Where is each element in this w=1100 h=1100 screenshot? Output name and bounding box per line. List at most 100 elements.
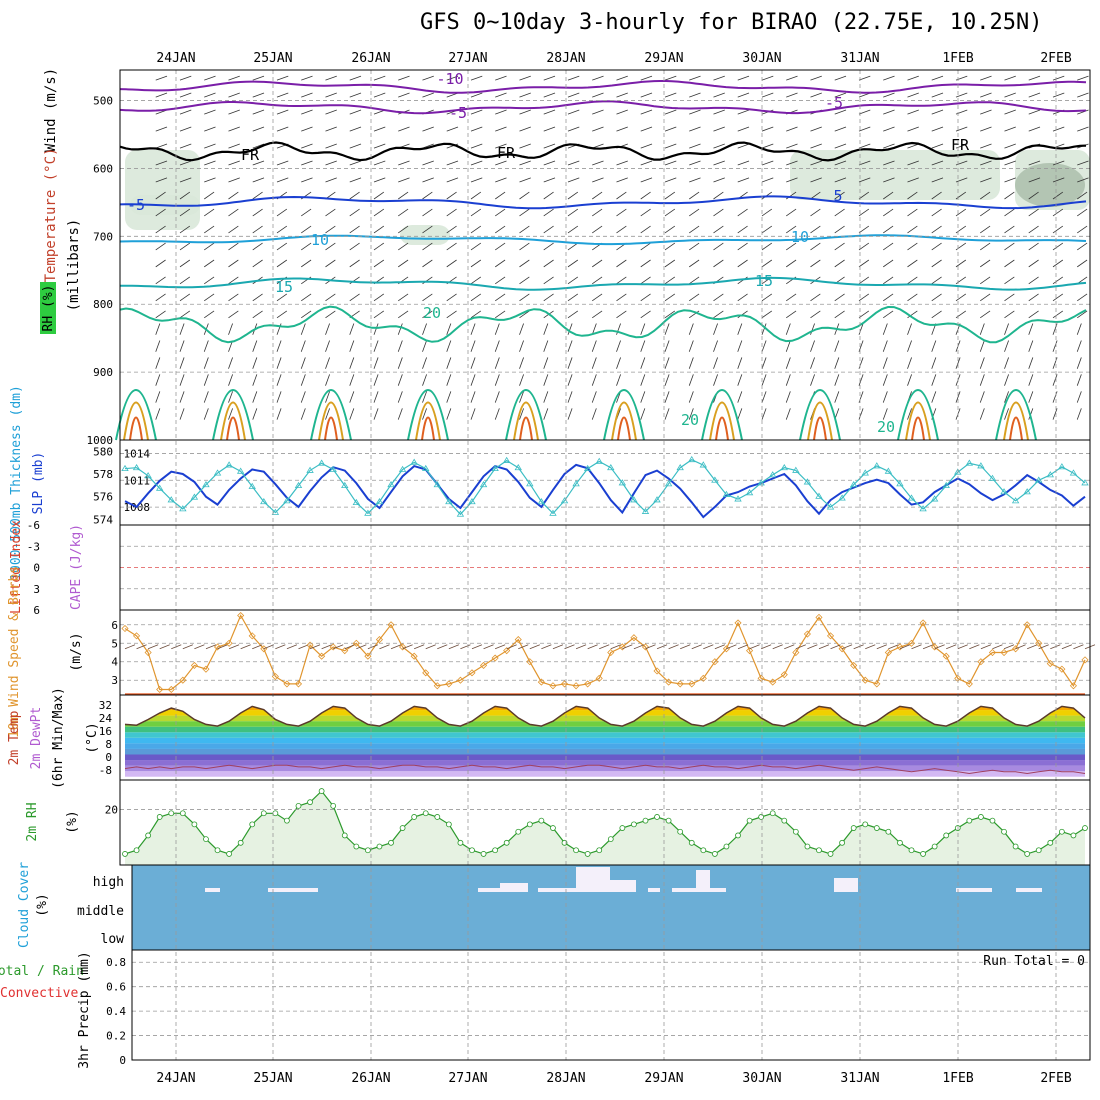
wind-speed-point bbox=[792, 648, 800, 657]
rh-point bbox=[376, 843, 383, 850]
wind-barb bbox=[591, 357, 597, 369]
wind-barb bbox=[179, 191, 191, 200]
slp-point bbox=[236, 467, 245, 474]
slp-point bbox=[907, 494, 916, 501]
temp-line bbox=[124, 705, 1086, 727]
wind-barb bbox=[179, 160, 192, 166]
wind-barb bbox=[616, 259, 627, 268]
isotherm-25-column bbox=[318, 401, 344, 441]
wind-barb bbox=[883, 276, 894, 285]
isotherm-25-column bbox=[123, 401, 149, 441]
rh-point bbox=[1012, 843, 1019, 850]
wind-barb bbox=[664, 391, 670, 403]
wind-barb bbox=[325, 408, 330, 420]
wind-barb bbox=[349, 191, 360, 200]
wind-barb bbox=[688, 357, 694, 369]
wind-barb bbox=[688, 391, 694, 403]
wind-barb bbox=[398, 293, 409, 302]
wind-barb bbox=[1028, 340, 1034, 352]
wind-speed-point bbox=[445, 680, 453, 688]
wind-barb bbox=[1004, 208, 1015, 217]
wind-barb-10m bbox=[680, 644, 691, 650]
slp-point bbox=[549, 509, 557, 516]
wind-barb-10m bbox=[471, 644, 483, 650]
wind-barb-10m bbox=[760, 644, 772, 650]
rh-point bbox=[1001, 828, 1007, 835]
high-cloud-block bbox=[610, 880, 636, 892]
rh-shading bbox=[790, 150, 1000, 200]
wind-barb bbox=[1077, 126, 1089, 132]
slp-point bbox=[849, 480, 858, 488]
wind-barb bbox=[1077, 208, 1088, 217]
wind-barb bbox=[1004, 310, 1015, 319]
slp-point bbox=[398, 465, 407, 472]
rh-point bbox=[330, 802, 337, 809]
wind-barb bbox=[955, 225, 967, 234]
rh-point bbox=[781, 817, 788, 824]
wind-speed-point bbox=[537, 678, 545, 686]
wind-barb bbox=[980, 310, 991, 319]
wind-barb bbox=[858, 75, 871, 81]
wind-speed-point bbox=[699, 674, 707, 682]
wind-barb bbox=[325, 391, 330, 403]
wind-barb bbox=[907, 225, 918, 234]
wind-barb bbox=[640, 242, 651, 251]
wind-barb bbox=[810, 323, 815, 335]
rh-point bbox=[885, 828, 892, 835]
wind-barb-10m bbox=[194, 644, 205, 650]
wind-barb bbox=[155, 310, 166, 319]
wind-barb bbox=[349, 293, 360, 302]
wind-barb-10m bbox=[749, 644, 760, 650]
wind-speed-point bbox=[1046, 660, 1054, 668]
wind-barb bbox=[591, 340, 597, 352]
wind-barb bbox=[228, 310, 239, 319]
wind-speed-point bbox=[479, 661, 488, 670]
wind-barb bbox=[907, 208, 918, 217]
wind-barb bbox=[446, 323, 452, 335]
wind-barb bbox=[519, 92, 531, 98]
rh-point bbox=[769, 810, 776, 817]
temp-tick: 16 bbox=[99, 725, 112, 738]
high-cloud-block bbox=[268, 888, 318, 892]
wind-speed-point bbox=[156, 685, 164, 694]
rh-point bbox=[792, 828, 799, 835]
wind-barb bbox=[397, 323, 403, 335]
pressure-tick: 700 bbox=[93, 230, 113, 243]
wind-barb bbox=[1004, 160, 1016, 166]
wind-barb bbox=[640, 225, 651, 234]
wind-speed-point bbox=[618, 643, 626, 651]
temp-color-band bbox=[125, 771, 1085, 777]
wind-speed-point bbox=[503, 647, 511, 655]
rh-point bbox=[318, 788, 325, 794]
slp-point bbox=[491, 464, 499, 472]
wind-barb bbox=[882, 391, 888, 403]
wind-barb bbox=[786, 259, 797, 268]
wind-barb bbox=[301, 126, 313, 132]
wind-barb bbox=[495, 126, 507, 132]
wind-speed-point bbox=[803, 630, 811, 638]
wind-barb bbox=[349, 340, 355, 352]
wind-barb bbox=[688, 408, 694, 420]
wind-barb bbox=[810, 160, 822, 166]
wind-barb bbox=[640, 323, 646, 335]
isotherm-25-column bbox=[905, 401, 931, 441]
wind-barb bbox=[883, 75, 895, 81]
wind-barb bbox=[785, 340, 791, 352]
wind-barb bbox=[228, 293, 239, 302]
wind-barb bbox=[300, 340, 306, 352]
wind-barb bbox=[979, 323, 985, 335]
wind-barb bbox=[979, 340, 985, 352]
wind-barb bbox=[592, 208, 603, 217]
isotherm-25-column bbox=[513, 401, 539, 441]
wind-barb bbox=[519, 408, 524, 420]
wind-barb bbox=[640, 408, 646, 420]
wind-barb bbox=[1028, 242, 1039, 251]
wind-barb bbox=[397, 408, 403, 420]
wind-barb bbox=[252, 293, 263, 302]
wind-barb bbox=[980, 143, 992, 149]
wind-barb bbox=[907, 160, 919, 166]
wind-barb bbox=[519, 160, 531, 166]
wind-barb bbox=[1077, 177, 1089, 183]
wind-barb-10m bbox=[668, 644, 679, 650]
wind-barb bbox=[276, 374, 282, 386]
